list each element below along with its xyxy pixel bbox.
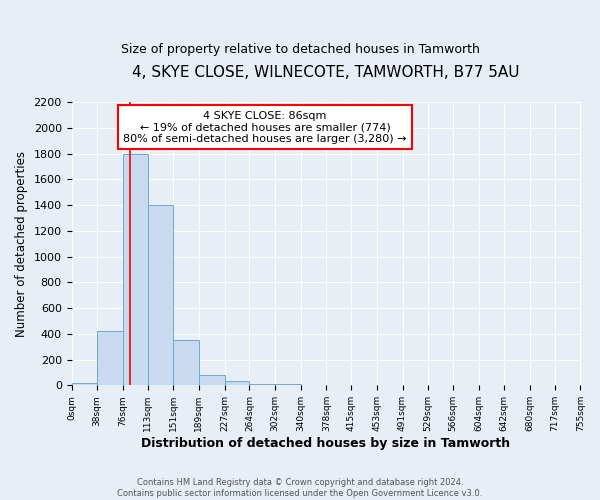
Bar	[505, 384, 530, 386]
X-axis label: Distribution of detached houses by size in Tamworth: Distribution of detached houses by size …	[142, 437, 511, 450]
Bar	[97, 332, 123, 386]
Text: Size of property relative to detached houses in Tamworth: Size of property relative to detached ho…	[121, 42, 479, 56]
Text: 4 SKYE CLOSE: 86sqm
← 19% of detached houses are smaller (774)
80% of semi-detac: 4 SKYE CLOSE: 86sqm ← 19% of detached ho…	[123, 110, 407, 144]
Bar	[326, 384, 351, 386]
Bar	[479, 384, 505, 386]
Bar	[530, 384, 555, 386]
Bar	[123, 154, 148, 386]
Bar	[148, 205, 173, 386]
Bar	[71, 383, 97, 386]
Bar	[403, 384, 428, 386]
Bar	[224, 382, 250, 386]
Title: 4, SKYE CLOSE, WILNECOTE, TAMWORTH, B77 5AU: 4, SKYE CLOSE, WILNECOTE, TAMWORTH, B77 …	[132, 65, 520, 80]
Bar	[453, 384, 479, 386]
Bar	[173, 340, 199, 386]
Bar	[555, 384, 580, 386]
Bar	[199, 375, 224, 386]
Bar	[351, 384, 377, 386]
Bar	[377, 384, 403, 386]
Bar	[275, 384, 301, 386]
Text: Contains HM Land Registry data © Crown copyright and database right 2024.
Contai: Contains HM Land Registry data © Crown c…	[118, 478, 482, 498]
Bar	[428, 384, 453, 386]
Bar	[250, 384, 275, 386]
Bar	[301, 384, 326, 386]
Y-axis label: Number of detached properties: Number of detached properties	[15, 150, 28, 336]
